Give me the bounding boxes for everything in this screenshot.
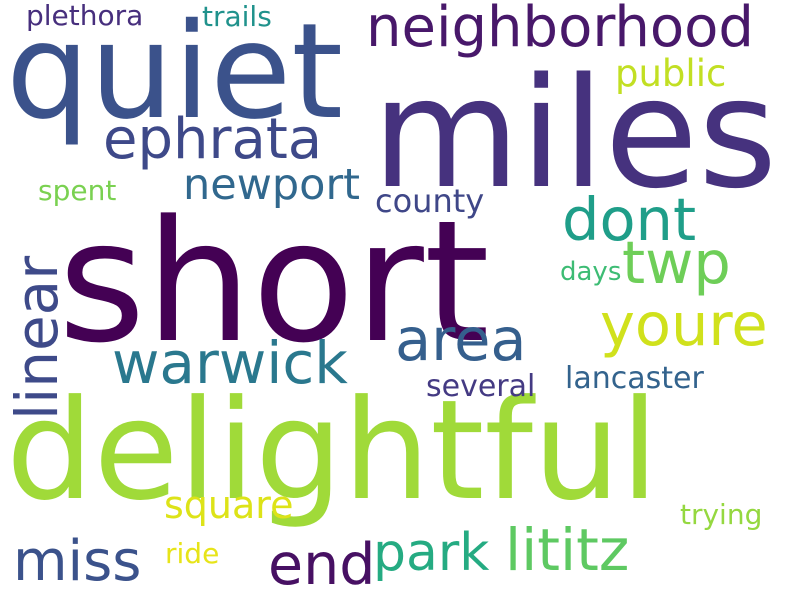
word-several: several xyxy=(426,369,536,404)
word-end: end xyxy=(268,532,376,598)
word-newport: newport xyxy=(183,160,361,210)
word-public: public xyxy=(615,52,727,95)
word-quiet: quiet xyxy=(6,0,344,149)
word-ride: ride xyxy=(165,537,220,570)
word-spent: spent xyxy=(38,174,117,207)
word-days: days xyxy=(560,257,622,287)
word-youre: youre xyxy=(600,290,768,359)
word-neighborhood: neighborhood xyxy=(366,0,754,60)
word-miss: miss xyxy=(13,529,142,594)
word-lancaster: lancaster xyxy=(565,361,704,396)
word-twp: twp xyxy=(622,228,731,297)
word-ephrata: ephrata xyxy=(103,107,323,172)
word-delightful: delightful xyxy=(6,370,659,531)
word-trying: trying xyxy=(680,498,763,531)
word-area: area xyxy=(395,305,527,374)
word-short: short xyxy=(58,184,490,380)
word-square: square xyxy=(164,483,294,527)
word-trails: trails xyxy=(202,0,272,33)
word-lititz: lititz xyxy=(505,516,630,584)
word-plethora: plethora xyxy=(26,0,144,32)
word-miles: miles xyxy=(372,45,778,222)
word-warwick: warwick xyxy=(112,329,348,397)
word-county: county xyxy=(375,182,485,220)
word-dont: dont xyxy=(562,185,697,254)
word-park: park xyxy=(373,523,490,583)
word-linear: linear xyxy=(3,255,71,420)
